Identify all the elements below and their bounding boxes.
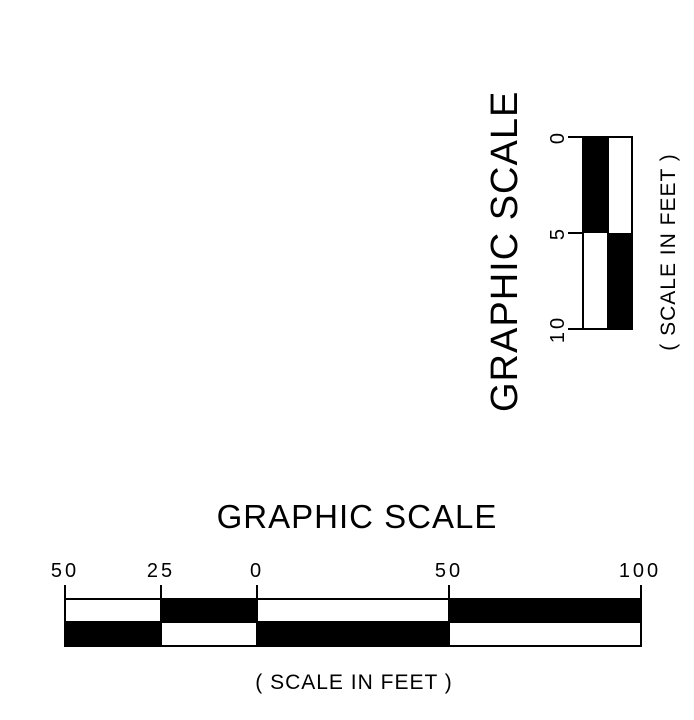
horizontal-tick-label-50: 50	[435, 560, 463, 582]
vertical-tick-label-0: 0	[547, 130, 569, 144]
horizontal-tick-label-100: 100	[619, 560, 661, 582]
horizontal-tick-label-25: 25	[147, 560, 175, 582]
horizontal-tick-label-0: 0	[250, 560, 264, 582]
horizontal-bar-segment-bottom-50-25	[65, 622, 161, 646]
horizontal-bar-segment-top-50-100	[449, 599, 641, 622]
horizontal-tick-label-50-left: 50	[51, 560, 79, 582]
vertical-graphic-scale: GRAPHIC SCALE 0 5 10 ( SCALE IN FEET )	[484, 91, 680, 412]
horizontal-graphic-scale: GRAPHIC SCALE 50 25 0 50 100 ( SCALE IN …	[51, 498, 661, 694]
vertical-scale-title: GRAPHIC SCALE	[484, 91, 526, 412]
horizontal-scale-units: ( SCALE IN FEET )	[255, 671, 452, 694]
horizontal-scale-title: GRAPHIC SCALE	[217, 498, 498, 535]
vertical-tick-label-10: 10	[547, 315, 569, 343]
vertical-scale-units: ( SCALE IN FEET )	[657, 153, 680, 350]
vertical-tick-label-5: 5	[547, 226, 569, 240]
horizontal-bar-segment-bottom-0-50	[257, 622, 449, 646]
horizontal-scale-bar	[64, 585, 642, 647]
vertical-scale-bar	[568, 136, 633, 330]
horizontal-bar-segment-top-25-0	[161, 599, 257, 622]
vertical-bar-segment-right-bottom	[608, 233, 632, 329]
vertical-bar-segment-left-top	[583, 137, 608, 233]
